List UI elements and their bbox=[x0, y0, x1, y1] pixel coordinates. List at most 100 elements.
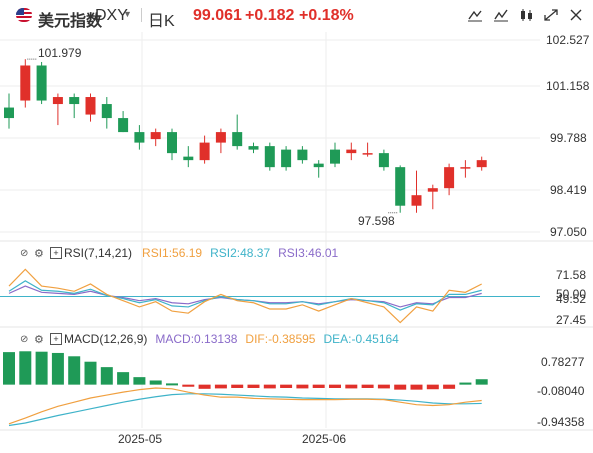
rsi-axis-label: 71.58 bbox=[556, 268, 587, 282]
candle bbox=[20, 65, 31, 101]
price-axis-label: 98.419 bbox=[550, 183, 587, 197]
macd-bar bbox=[475, 379, 488, 385]
candle bbox=[313, 163, 324, 168]
settings-icon[interactable]: ⚙ bbox=[34, 247, 44, 260]
macd-bar bbox=[459, 382, 472, 385]
macd-value: MACD:0.13138 bbox=[155, 332, 238, 346]
collapse-icon[interactable]: ⊘ bbox=[20, 247, 29, 259]
candle bbox=[264, 146, 275, 168]
macd-bar bbox=[198, 384, 211, 389]
price-axis-label: 99.788 bbox=[550, 131, 587, 145]
rsi3-value: RSI3:46.01 bbox=[278, 246, 339, 260]
collapse-icon[interactable]: ⊘ bbox=[20, 333, 29, 345]
candle bbox=[4, 107, 14, 119]
macd-bar bbox=[214, 384, 227, 389]
candle bbox=[281, 149, 292, 168]
candle bbox=[167, 132, 177, 154]
price-axis-label: 102.527 bbox=[546, 33, 590, 47]
macd-bar bbox=[329, 384, 341, 388]
macd-bar bbox=[361, 384, 374, 388]
macd-axis-label: 0.78277 bbox=[541, 355, 585, 369]
indicator-icon[interactable] bbox=[492, 7, 510, 23]
symbol-name[interactable]: 美元指数 bbox=[38, 13, 103, 30]
add-indicator-icon[interactable]: + bbox=[50, 247, 62, 259]
symbol-code[interactable]: DXY bbox=[95, 7, 128, 24]
price-axis-label: 97.050 bbox=[550, 225, 587, 239]
rsi1-value: RSI1:56.19 bbox=[142, 246, 203, 260]
candle bbox=[36, 65, 47, 101]
macd-bar bbox=[394, 384, 407, 390]
candle bbox=[150, 132, 161, 140]
candle bbox=[297, 149, 308, 161]
candle bbox=[460, 167, 471, 169]
candle bbox=[134, 132, 145, 143]
macd-bar bbox=[426, 384, 439, 390]
settings-icon[interactable]: ⚙ bbox=[34, 333, 44, 346]
macd-bar bbox=[312, 384, 325, 388]
dif-value: DIF:-0.38595 bbox=[245, 332, 316, 346]
candle bbox=[183, 156, 194, 161]
candle bbox=[444, 167, 455, 189]
rsi2-value: RSI2:48.37 bbox=[210, 246, 271, 260]
candle bbox=[101, 104, 112, 119]
candle bbox=[476, 160, 487, 168]
price-change: +0.182 bbox=[245, 7, 295, 24]
candle bbox=[52, 97, 63, 105]
macd-bar bbox=[377, 384, 390, 389]
macd-bar bbox=[166, 383, 178, 386]
candle bbox=[330, 149, 340, 164]
macd-bar bbox=[19, 351, 32, 385]
chevron-down-icon[interactable]: ▼ bbox=[123, 9, 132, 19]
rsi2-line bbox=[8, 280, 482, 311]
macd-bar bbox=[51, 352, 64, 385]
candle bbox=[378, 153, 389, 168]
macd-bar bbox=[3, 352, 15, 385]
macd-bar bbox=[182, 384, 195, 387]
add-indicator-icon[interactable]: + bbox=[50, 333, 62, 345]
candle bbox=[232, 132, 243, 147]
macd-bar bbox=[84, 361, 97, 385]
x-axis-label: 2025-06 bbox=[302, 432, 347, 446]
macd-bar bbox=[117, 372, 130, 385]
macd-bar bbox=[133, 377, 146, 385]
dif-line bbox=[8, 387, 482, 425]
close-icon[interactable] bbox=[567, 7, 585, 23]
macd-axis-label: -0.08040 bbox=[537, 384, 585, 398]
macd-bar bbox=[247, 384, 260, 388]
draw-line-icon[interactable] bbox=[466, 7, 484, 23]
macd-bar bbox=[263, 384, 276, 389]
candle bbox=[411, 195, 422, 206]
candle bbox=[118, 118, 129, 133]
macd-bar bbox=[345, 384, 358, 389]
candle bbox=[427, 188, 438, 192]
expand-icon[interactable] bbox=[542, 7, 560, 23]
us-flag-icon bbox=[16, 8, 32, 22]
rsi-header: ⊘ ⚙ + RSI(7,14,21) RSI1:56.19 RSI2:48.37… bbox=[20, 245, 338, 261]
rsi-axis-label: 49.52 bbox=[556, 292, 587, 306]
x-axis-label: 2025-05 bbox=[118, 432, 163, 446]
rsi-title: RSI(7,14,21) bbox=[64, 246, 133, 260]
header-divider bbox=[141, 8, 142, 22]
macd-bar bbox=[231, 384, 244, 388]
candle-style-icon[interactable] bbox=[517, 7, 535, 23]
low-price-label: 97.598 bbox=[358, 214, 395, 228]
macd-bar bbox=[280, 384, 293, 388]
price-change-percent: +0.18% bbox=[299, 7, 354, 24]
macd-bar bbox=[35, 351, 48, 385]
high-price-label: 101.979 bbox=[38, 46, 82, 60]
macd-bar bbox=[296, 384, 309, 389]
macd-bar bbox=[443, 384, 456, 389]
candle bbox=[69, 97, 80, 105]
price-axis-label: 101.158 bbox=[546, 79, 590, 93]
candle bbox=[362, 153, 373, 155]
macd-bar bbox=[100, 367, 113, 385]
last-price: 99.061 bbox=[193, 7, 242, 24]
macd-bar bbox=[68, 356, 81, 385]
candle bbox=[248, 146, 259, 150]
dea-line bbox=[8, 393, 482, 427]
macd-bar bbox=[410, 384, 423, 390]
timeframe-selector[interactable]: 日K bbox=[148, 13, 175, 30]
candle bbox=[85, 97, 96, 115]
rsi1-line bbox=[8, 268, 482, 324]
